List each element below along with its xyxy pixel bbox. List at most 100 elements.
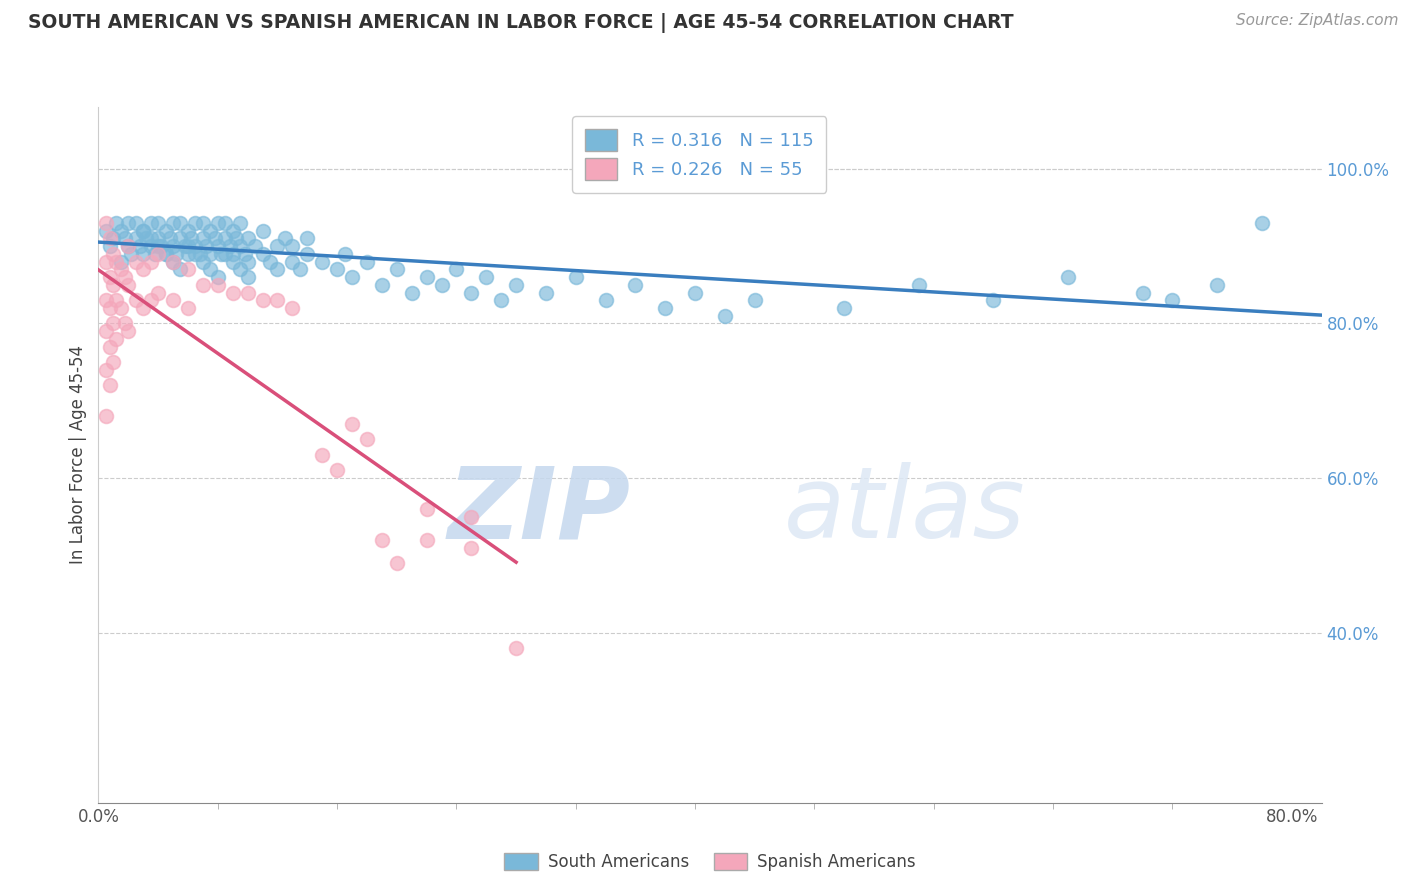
Point [103,247,125,261]
Point [146,239,169,253]
Point [229,216,252,230]
Point [194,239,217,253]
Point [983,293,1005,308]
Point [233,247,256,261]
Point [225,231,247,245]
Point [94,216,117,230]
Point [177,262,200,277]
Point [125,231,148,245]
Point [214,216,236,230]
Point [475,270,498,285]
Point [98,340,121,354]
Point [98,301,121,315]
Point [460,285,482,300]
Point [146,285,169,300]
Point [117,239,139,253]
Point [446,262,468,277]
Point [229,239,252,253]
Point [281,301,304,315]
Point [401,285,423,300]
Point [94,254,117,268]
Point [595,293,617,308]
Point [110,254,132,268]
Point [221,285,243,300]
Point [177,301,200,315]
Point [125,293,148,308]
Point [191,216,214,230]
Point [139,231,162,245]
Point [214,247,236,261]
Point [281,239,304,253]
Point [94,293,117,308]
Point [155,224,177,238]
Point [385,556,408,570]
Point [252,224,274,238]
Point [1161,293,1184,308]
Point [120,247,142,261]
Point [98,239,121,253]
Point [169,231,191,245]
Point [340,417,363,431]
Point [218,239,240,253]
Point [259,254,281,268]
Point [135,231,157,245]
Point [117,216,139,230]
Point [94,324,117,338]
Point [311,448,333,462]
Point [200,262,222,277]
Point [191,277,214,292]
Point [243,239,266,253]
Point [371,277,394,292]
Point [114,317,136,331]
Point [624,277,647,292]
Point [105,293,128,308]
Point [162,293,184,308]
Point [139,254,162,268]
Text: SOUTH AMERICAN VS SPANISH AMERICAN IN LABOR FORCE | AGE 45-54 CORRELATION CHART: SOUTH AMERICAN VS SPANISH AMERICAN IN LA… [28,13,1014,33]
Point [114,231,136,245]
Point [204,231,226,245]
Point [132,224,155,238]
Point [252,293,274,308]
Point [165,247,187,261]
Point [117,239,139,253]
Point [155,247,177,261]
Point [266,293,288,308]
Point [169,216,191,230]
Point [162,254,184,268]
Text: atlas: atlas [783,462,1025,559]
Point [191,231,214,245]
Point [236,270,259,285]
Point [1206,277,1229,292]
Point [125,216,148,230]
Point [415,270,437,285]
Point [184,216,207,230]
Point [162,239,184,253]
Point [105,216,128,230]
Point [207,277,229,292]
Point [236,231,259,245]
Point [1057,270,1080,285]
Point [146,247,169,261]
Point [460,509,482,524]
Point [832,301,855,315]
Point [326,262,349,277]
Point [110,301,132,315]
Point [103,355,125,369]
Point [98,378,121,392]
Point [565,270,588,285]
Point [505,641,527,656]
Point [174,239,197,253]
Point [460,541,482,555]
Point [297,247,319,261]
Point [177,239,200,253]
Text: Source: ZipAtlas.com: Source: ZipAtlas.com [1236,13,1399,29]
Point [505,277,527,292]
Point [132,301,155,315]
Point [534,285,557,300]
Point [139,216,162,230]
Point [177,247,200,261]
Point [200,224,222,238]
Point [105,254,128,268]
Point [274,231,297,245]
